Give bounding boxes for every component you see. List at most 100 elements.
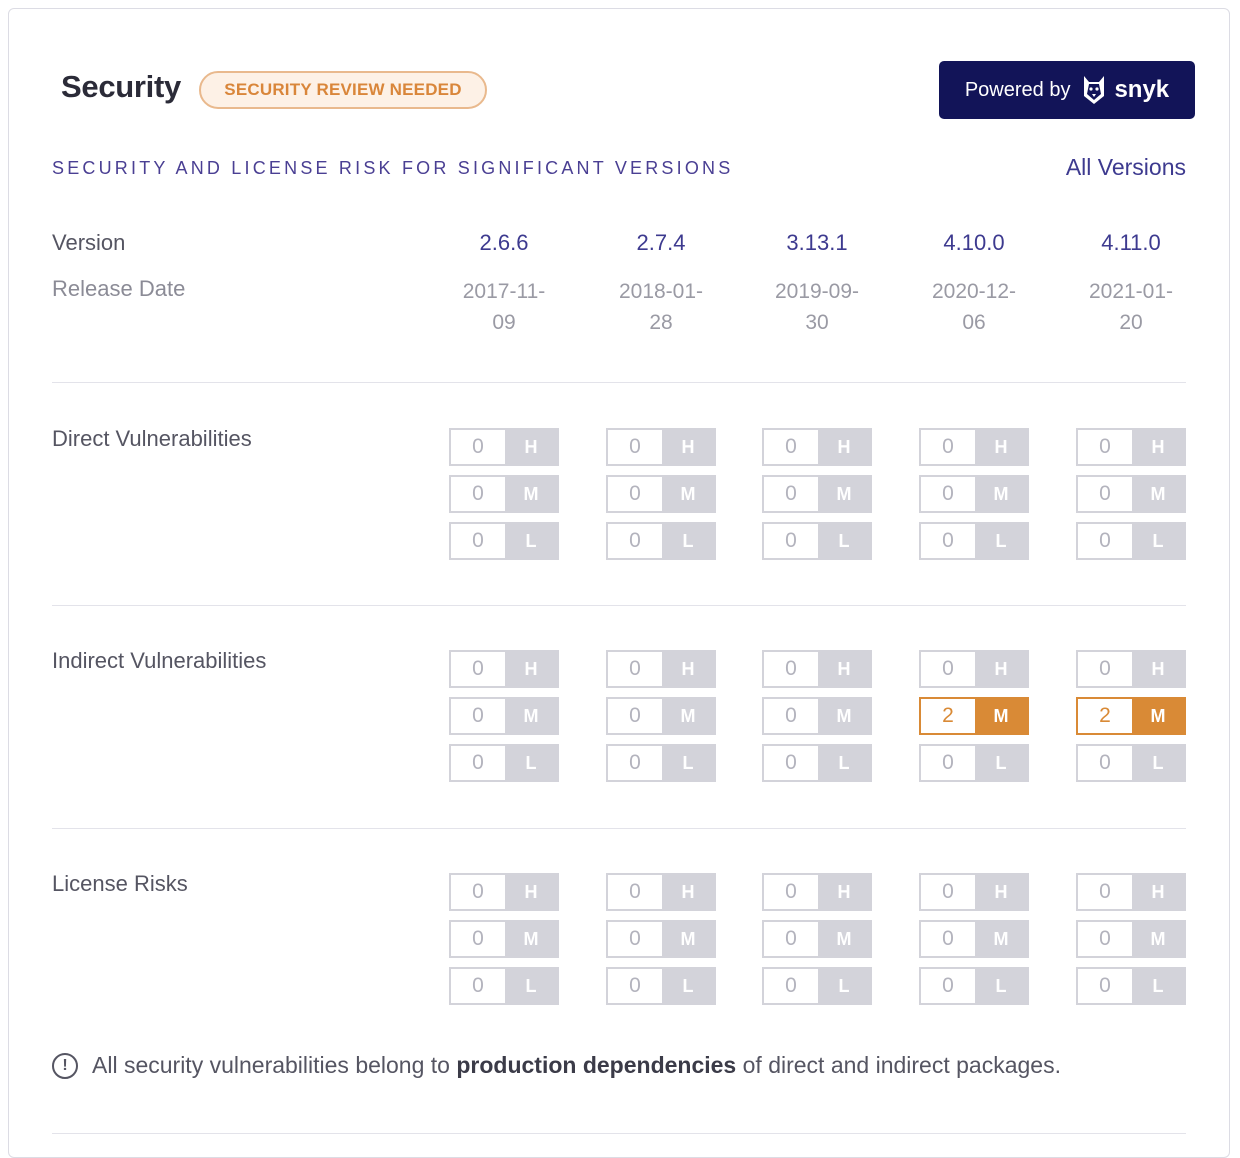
version-number[interactable]: 4.11.0 <box>1101 230 1161 255</box>
direct-vulnerabilities-label: Direct Vulnerabilities <box>52 426 252 451</box>
release-date-line: 09 <box>492 311 516 334</box>
severity-level: L <box>1152 752 1164 773</box>
severity-count: 0 <box>764 922 818 956</box>
severity-count: 0 <box>764 875 818 909</box>
severity-level: H <box>681 658 695 679</box>
severity-count: 0 <box>451 652 505 686</box>
severity-count: 0 <box>921 652 975 686</box>
severity-count: 0 <box>1078 524 1132 558</box>
release-date: 2021-01- 20 <box>1076 276 1186 338</box>
snyk-brand-text: snyk <box>1114 76 1170 103</box>
severity-level: H <box>681 436 695 457</box>
release-date-label: Release Date <box>52 276 186 301</box>
severity-count: 0 <box>608 652 662 686</box>
severity-level: M <box>836 705 852 726</box>
all-versions-link[interactable]: All Versions <box>1065 154 1186 180</box>
severity-level: H <box>994 436 1008 457</box>
severity-level: L <box>1152 530 1164 551</box>
severity-level: M <box>1150 483 1166 504</box>
security-review-badge: SECURITY REVIEW NEEDED <box>199 71 487 109</box>
severity-level: M <box>836 928 852 949</box>
severity-count: 0 <box>451 746 505 780</box>
severity-count: 0 <box>921 969 975 1003</box>
release-date-line: 2019-09- <box>774 280 860 303</box>
severity-level: H <box>1151 436 1165 457</box>
version-number[interactable]: 3.13.1 <box>786 230 848 255</box>
severity-level: M <box>523 483 539 504</box>
severity-count: 0 <box>608 969 662 1003</box>
release-date: 2019-09- 30 <box>762 276 872 338</box>
severity-count: 0 <box>608 922 662 956</box>
severity-level: L <box>682 752 694 773</box>
severity-count: 0 <box>921 746 975 780</box>
severity-level: M <box>523 928 539 949</box>
severity-level: H <box>994 658 1008 679</box>
severity-count: 0 <box>764 477 818 511</box>
version-number[interactable]: 4.10.0 <box>943 230 1005 255</box>
severity-count: 0 <box>1078 922 1132 956</box>
severity-count: 0 <box>451 699 505 733</box>
version-number[interactable]: 2.7.4 <box>636 230 686 255</box>
severity-count: 0 <box>1078 477 1132 511</box>
severity-count: 0 <box>608 875 662 909</box>
version-number[interactable]: 2.6.6 <box>479 230 529 255</box>
footnote-bold: production dependencies <box>456 1052 737 1078</box>
powered-by-snyk-button[interactable]: Powered by snyk <box>939 61 1195 119</box>
severity-level: L <box>838 975 850 996</box>
severity-count: 0 <box>921 875 975 909</box>
severity-level: M <box>836 483 852 504</box>
severity-level: L <box>525 752 537 773</box>
severity-count: 0 <box>764 652 818 686</box>
severity-level: H <box>837 436 851 457</box>
info-bubble-icon: ! <box>52 1052 78 1079</box>
severity-count: 0 <box>921 430 975 464</box>
section-subtitle: SECURITY AND LICENSE RISK FOR SIGNIFICAN… <box>52 158 734 178</box>
severity-count: 0 <box>451 477 505 511</box>
